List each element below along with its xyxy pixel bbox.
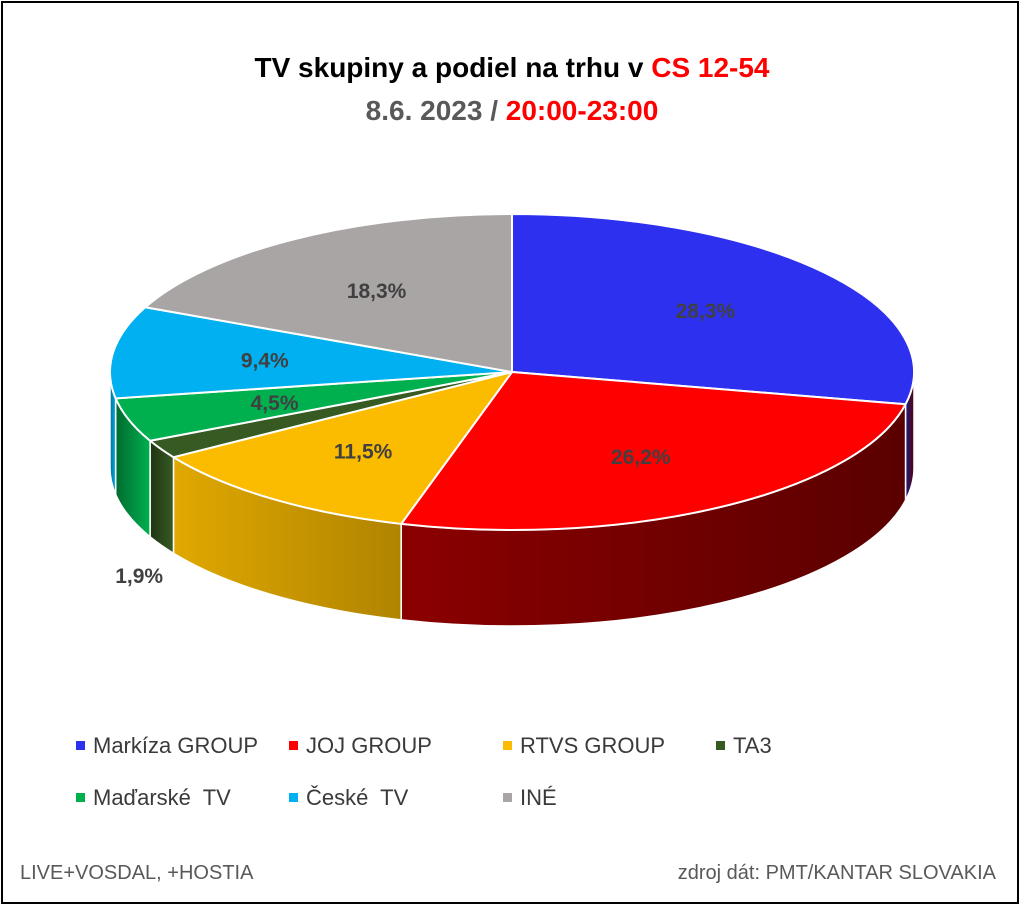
legend-swatch xyxy=(716,740,725,750)
pie-top xyxy=(109,213,915,531)
pie-slice-rtvs xyxy=(172,371,513,525)
legend-swatch xyxy=(503,792,512,802)
legend-label: Markíza GROUP xyxy=(93,733,259,758)
data-label-ine: 18,3% xyxy=(347,280,407,303)
legend-swatch xyxy=(289,792,298,802)
chart-subtitle: 8.6. 2023 / 20:00-23:00 xyxy=(0,95,1024,127)
legend-item-markiza: Markíza GROUP xyxy=(76,733,258,759)
chart-title: TV skupiny a podiel na trhu v CS 12-54 xyxy=(0,52,1024,84)
legend-item-ine: INÉ xyxy=(503,785,557,811)
legend-swatch xyxy=(76,740,85,750)
pie-slice-ceske xyxy=(109,306,513,400)
legend-swatch xyxy=(503,740,512,750)
pie-side-walls xyxy=(109,371,915,627)
legend-swatch xyxy=(289,740,298,750)
data-label-ta3: 1,9% xyxy=(115,565,163,588)
footer-note-left: LIVE+VOSDAL, +HOSTIA xyxy=(20,862,254,884)
chart-subtitle-highlight: 20:00-23:00 xyxy=(505,95,659,126)
legend-label: TA3 xyxy=(733,733,772,758)
legend-label: JOJ GROUP xyxy=(306,733,432,758)
data-label-joj: 26,2% xyxy=(611,446,671,469)
chart-title-text: TV skupiny a podiel na trhu v xyxy=(254,52,652,83)
legend-item-ceske: České TV xyxy=(289,785,408,811)
legend-item-madarske: Maďarské TV xyxy=(76,785,231,811)
pie-slice-joj xyxy=(400,371,907,531)
legend-label: RTVS GROUP xyxy=(520,733,666,758)
legend-label: České TV xyxy=(306,785,409,810)
data-label-madarske: 4,5% xyxy=(251,392,299,415)
footer-source: zdroj dát: PMT/KANTAR SLOVAKIA xyxy=(677,862,996,884)
legend-item-ta3: TA3 xyxy=(716,733,772,759)
legend-item-joj: JOJ GROUP xyxy=(289,733,432,759)
pie-slice-markiza xyxy=(511,213,915,406)
legend-item-rtvs: RTVS GROUP xyxy=(503,733,665,759)
data-label-ceske: 9,4% xyxy=(241,350,289,373)
legend-label: Maďarské TV xyxy=(93,785,231,810)
legend-swatch xyxy=(76,792,85,802)
pie-slice-ine xyxy=(144,213,513,373)
pie-side-ta3 xyxy=(149,439,175,555)
data-label-rtvs: 11,5% xyxy=(334,441,393,464)
chart-subtitle-date: 8.6. 2023 / xyxy=(365,95,506,126)
data-label-markiza: 28,3% xyxy=(676,300,736,323)
chart-title-highlight: CS 12-54 xyxy=(651,52,770,83)
legend-label: INÉ xyxy=(520,785,557,810)
